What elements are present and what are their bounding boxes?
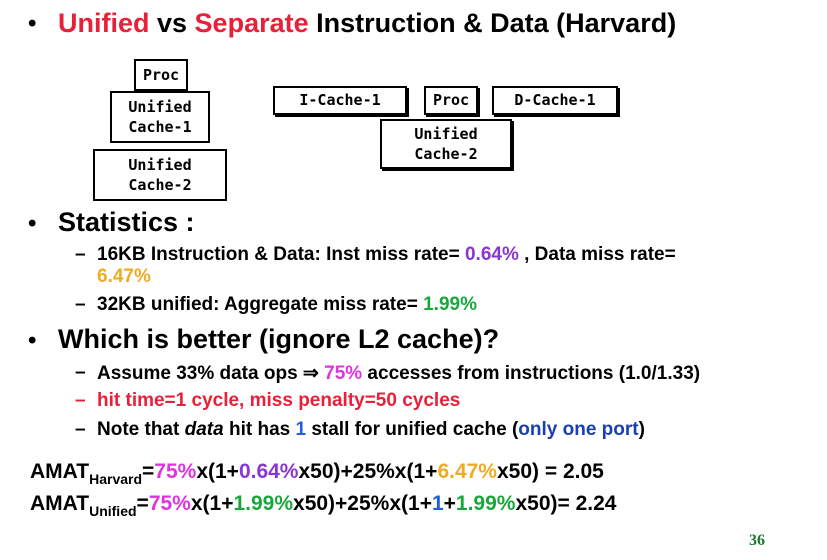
harvard-icache-box: I-Cache-1 [273,86,407,115]
amat-harvard-p6: x50) = 2.05 [496,460,604,483]
better1-text-a: Assume 33% data ops [97,363,303,384]
amat-harvard-inst-miss: 0.64% [238,460,299,483]
harvard-cache2-line2: Cache-2 [414,145,478,163]
amat-unified-p4: x50)+25%x(1+ [293,492,432,515]
page-number: 36 [749,532,765,549]
amat-unified-subscript: Unified [89,503,137,519]
stat1-dash: – [75,244,86,265]
harvard-dcache-box: D-Cache-1 [492,86,618,115]
stat1-inst-miss: 0.64% [464,244,519,265]
stat-line-16kb: 16KB Instruction & Data: Inst miss rate=… [97,244,777,288]
amat-unified-p1: 75% [148,492,191,515]
stat2-dash: – [75,294,86,315]
better-heading: Which is better (ignore L2 cache)? [58,324,500,354]
stat1-text-c: , Data miss rate= [518,244,676,265]
amat-harvard-label: AMAT [30,460,90,483]
title-rest: Instruction & Data (Harvard) [308,8,677,38]
title-separate: Separate [194,8,309,38]
better3-only-one-port: only one port [518,419,639,440]
stat1-data-miss: 6.47% [97,266,151,287]
harvard-cache2-box: Unified Cache-2 [380,119,512,169]
unified-cache1-line2: Cache-1 [128,118,192,136]
amat-unified-p2: x(1+ [190,492,234,515]
amat-unified-eq: = [136,492,149,515]
better1-percent: 75% [318,363,363,384]
unified-proc-label: Proc [142,65,180,84]
harvard-icache-label: I-Cache-1 [299,91,381,110]
better3-text-c: hit has [223,419,296,440]
statistics-bullet: • [28,210,37,237]
better-line-note: Note that data hit has 1 stall for unifi… [97,419,645,441]
implies-arrow-icon: ⇒ [302,363,319,384]
stat-line-32kb: 32KB unified: Aggregate miss rate= 1.99% [97,294,477,316]
better-line-hit-time: hit time=1 cycle, miss penalty=50 cycles [97,390,461,411]
amat-harvard-eq: = [142,460,155,483]
better-line-assume: Assume 33% data ops ⇒ 75% accesses from … [97,362,700,385]
amat-harvard-p1: 75% [154,460,197,483]
harvard-dcache-label: D-Cache-1 [514,91,596,110]
stat2-aggregate-miss: 1.99% [423,294,477,315]
harvard-cache2-line1: Unified [414,124,478,143]
amat-harvard-data-miss: 6.47% [437,460,497,483]
better1-text-c: accesses from instructions (1.0/1.33) [362,363,701,384]
better2-dash: – [75,390,86,411]
amat-unified-p6: + [443,492,456,515]
harvard-proc-label: Proc [432,91,470,110]
better-bullet: • [28,327,37,354]
amat-unified-miss2: 1.99% [455,492,516,515]
amat-harvard-p4: x50)+25%x(1+ [298,460,438,483]
unified-cache2-box: Unified Cache-2 [93,149,227,201]
unified-cache1-box: Unified Cache-1 [110,91,210,143]
slide-title: Unified vs Separate Instruction & Data (… [58,8,676,39]
better3-text-g: ) [638,419,645,440]
amat-unified-equation: AMATUnified=75%x(1+1.99%x50)+25%x(1+1+1.… [30,492,616,519]
better3-text-e: stall for unified cache ( [306,419,519,440]
amat-unified-label: AMAT [30,492,90,515]
better1-dash: – [75,362,86,383]
better3-stall-count: 1 [295,419,307,440]
amat-harvard-equation: AMATHarvard=75%x(1+0.64%x50)+25%x(1+6.47… [30,460,604,487]
amat-unified-miss1: 1.99% [233,492,294,515]
harvard-proc-box: Proc [424,86,478,115]
unified-cache1-line1: Unified [128,97,192,116]
statistics-heading: Statistics : [58,207,195,237]
amat-harvard-subscript: Harvard [89,471,143,487]
amat-unified-p8: x50)= 2.24 [515,492,617,515]
unified-proc-box: Proc [134,59,188,91]
title-vs: vs [149,8,195,38]
better3-text-a: Note that [97,419,185,440]
title-bullet: • [28,10,37,37]
amat-unified-stall: 1 [431,492,444,515]
stat1-text-a: 16KB Instruction & Data: Inst miss rate= [97,244,465,265]
stat2-text-a: 32KB unified: Aggregate miss rate= [97,294,424,315]
better3-data-word: data [184,419,224,440]
amat-harvard-p2: x(1+ [196,460,239,483]
unified-cache2-line1: Unified [128,155,192,174]
unified-cache2-line2: Cache-2 [128,176,192,194]
better3-dash: – [75,419,86,440]
title-unified: Unified [58,8,150,38]
